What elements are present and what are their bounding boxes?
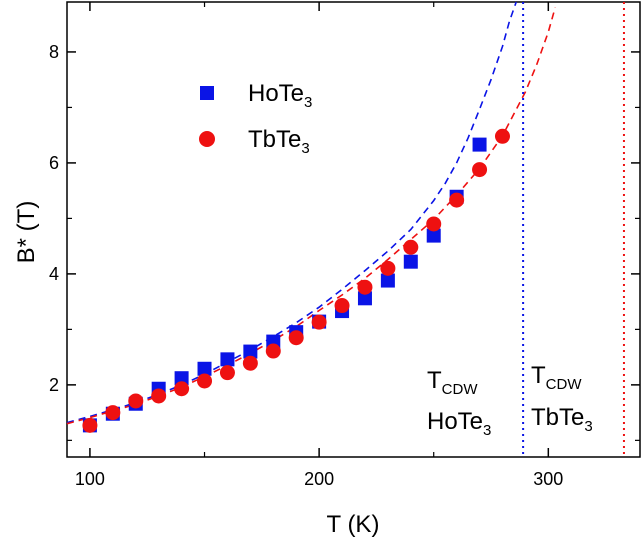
annotation-hote3-line1: TCDW: [427, 367, 478, 398]
point-hote3: [357, 291, 372, 306]
cdw-lines: [522, 2, 625, 457]
y-tick-label: 4: [49, 264, 59, 284]
point-tbte3: [449, 192, 465, 208]
point-tbte3: [219, 365, 235, 381]
annotation-hote3-line2: HoTe3: [427, 408, 491, 439]
legend-label-hote3: HoTe3: [248, 80, 312, 111]
point-hote3: [220, 352, 235, 367]
point-hote3: [472, 137, 487, 152]
point-hote3: [197, 361, 212, 376]
legend: HoTe3 TbTe3: [199, 80, 312, 157]
annotation-tbte3-line2: TbTe3: [531, 404, 593, 435]
x-tick-label: 100: [75, 469, 105, 489]
point-tbte3: [472, 162, 488, 178]
x-axis-label: T (K): [327, 511, 380, 538]
fit-curve-1: [66, 7, 556, 425]
legend-marker-tbte3: [199, 131, 215, 147]
point-tbte3: [174, 381, 190, 397]
axis-ticks: 100 200 300 2 4 6 8: [49, 2, 640, 489]
point-tbte3: [311, 314, 327, 330]
annotation-tbte3: TCDW TbTe3: [531, 362, 593, 435]
legend-marker-hote3: [200, 86, 214, 100]
point-hote3: [243, 344, 258, 359]
legend-label-tbte3: TbTe3: [248, 126, 310, 157]
y-axis-label: B* (T): [13, 201, 40, 264]
x-tick-label: 200: [304, 469, 334, 489]
point-tbte3: [82, 417, 98, 433]
y-tick-label: 2: [49, 375, 59, 395]
point-tbte3: [357, 279, 373, 295]
point-tbte3: [380, 260, 396, 276]
point-tbte3: [426, 216, 442, 232]
y-tick-label: 8: [49, 42, 59, 62]
point-tbte3: [128, 393, 144, 409]
plot-frame: [66, 1, 641, 458]
point-tbte3: [151, 388, 167, 404]
fit-curve-0: [66, 1, 517, 424]
fit-curves: [66, 1, 556, 425]
point-hote3: [174, 371, 189, 386]
point-tbte3: [288, 330, 304, 346]
x-tick-label: 300: [533, 469, 563, 489]
data-points: [82, 128, 510, 433]
point-tbte3: [105, 405, 121, 421]
point-tbte3: [403, 239, 419, 255]
point-tbte3: [197, 373, 213, 389]
point-tbte3: [242, 355, 258, 371]
point-hote3: [426, 228, 441, 243]
annotation-tbte3-line1: TCDW: [531, 362, 582, 393]
point-hote3: [380, 273, 395, 288]
point-tbte3: [334, 298, 350, 314]
point-hote3: [403, 254, 418, 269]
y-tick-label: 6: [49, 153, 59, 173]
point-tbte3: [265, 343, 281, 359]
annotation-hote3: TCDW HoTe3: [427, 367, 491, 439]
point-tbte3: [494, 128, 510, 144]
